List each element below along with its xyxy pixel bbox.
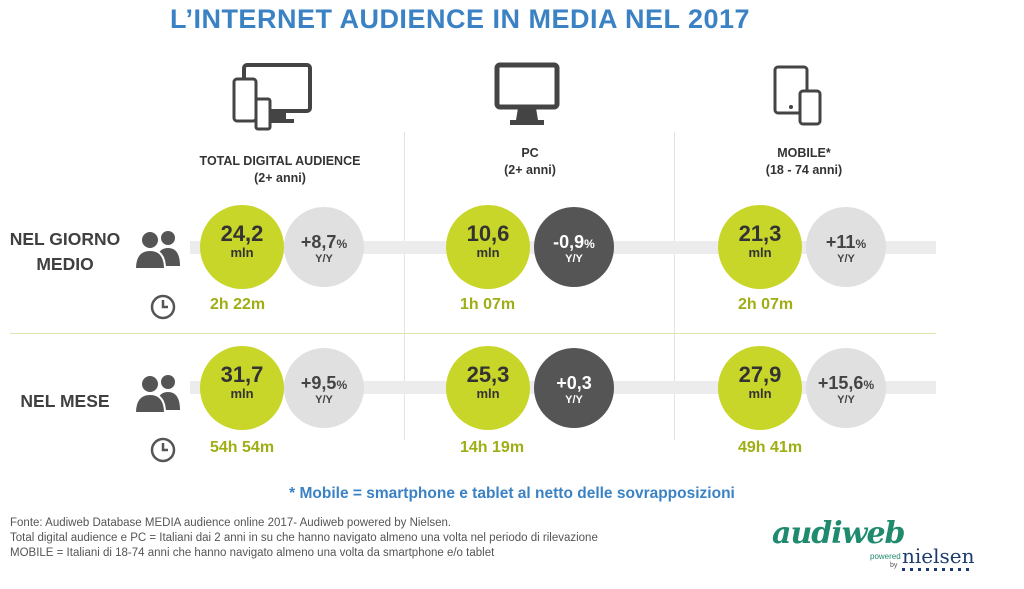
column-subtitle: (18 - 74 anni) xyxy=(765,163,843,177)
yoy-change: +9,5 xyxy=(300,373,337,393)
column-header-total: TOTAL DIGITAL AUDIENCE (2+ anni) xyxy=(170,153,390,187)
logo-partner: nielsen xyxy=(902,544,975,568)
audience-value-circle: 21,3 mln xyxy=(718,205,802,289)
clock-icon xyxy=(150,294,176,320)
logo-brand: audiweb xyxy=(772,516,906,551)
audience-unit: mln xyxy=(230,245,254,260)
yoy-change-circle: +9,5% Y/Y xyxy=(284,348,364,428)
yoy-label: Y/Y xyxy=(565,394,583,406)
clock-icon xyxy=(150,437,176,463)
yoy-percent-sign: % xyxy=(336,237,348,251)
row-label-line: NEL GIORNO xyxy=(9,229,121,249)
footer-line: MOBILE = Italiani di 18-74 anni che hann… xyxy=(10,547,495,559)
audience-value-circle: 25,3 mln xyxy=(446,346,530,430)
column-header-pc: PC (2+ anni) xyxy=(420,145,640,179)
time-spent: 2h 07m xyxy=(738,296,794,313)
audience-unit: mln xyxy=(230,386,254,401)
time-spent: 14h 19m xyxy=(460,439,525,456)
audience-value: 24,2 xyxy=(220,221,264,246)
column-title: PC xyxy=(521,146,539,160)
yoy-label: Y/Y xyxy=(565,253,583,265)
logo-by: by xyxy=(890,562,898,569)
yoy-percent-sign: % xyxy=(855,237,867,251)
logo-powered: powered xyxy=(870,552,901,561)
column-subtitle: (2+ anni) xyxy=(254,171,306,185)
column-title: TOTAL DIGITAL AUDIENCE xyxy=(199,154,361,168)
audience-unit: mln xyxy=(748,245,772,260)
yoy-change-circle: -0,9% Y/Y xyxy=(534,207,614,287)
column-subtitle: (2+ anni) xyxy=(504,163,556,177)
audience-value: 31,7 xyxy=(220,362,264,387)
yoy-change: +0,3 xyxy=(556,373,592,393)
audience-value-circle: 10,6 mln xyxy=(446,205,530,289)
audiweb-logo: audiweb powered by nielsen xyxy=(772,516,982,576)
mobile-footnote: * Mobile = smartphone e tablet al netto … xyxy=(289,485,735,502)
column-divider xyxy=(674,132,675,440)
yoy-change: +11 xyxy=(825,232,856,252)
source-footer: Fonte: Audiweb Database MEDIA audience o… xyxy=(10,516,598,561)
row-label-monthly: NEL MESE xyxy=(0,389,130,414)
yoy-change-circle: +0,3 Y/Y xyxy=(534,348,614,428)
column-divider xyxy=(404,132,405,440)
row-label-line: NEL MESE xyxy=(20,391,110,411)
page-title: L’INTERNET AUDIENCE IN MEDIA NEL 2017 xyxy=(169,4,751,34)
yoy-change: -0,9 xyxy=(553,232,585,252)
audience-value-circle: 24,2 mln xyxy=(200,205,284,289)
time-spent: 49h 41m xyxy=(738,439,803,456)
footer-line: Total digital audience e PC = Italiani d… xyxy=(10,532,598,544)
yoy-change-circle: +8,7% Y/Y xyxy=(284,207,364,287)
yoy-label: Y/Y xyxy=(315,253,333,265)
column-header-mobile: MOBILE* (18 - 74 anni) xyxy=(694,145,914,179)
row-label-daily: NEL GIORNO MEDIO xyxy=(0,227,130,277)
column-title: MOBILE* xyxy=(777,146,831,160)
audience-unit: mln xyxy=(476,245,500,260)
logo-dots xyxy=(902,568,972,571)
audience-value: 21,3 xyxy=(738,221,782,246)
audience-unit: mln xyxy=(476,386,500,401)
audience-value-circle: 27,9 mln xyxy=(718,346,802,430)
audience-value-circle: 31,7 mln xyxy=(200,346,284,430)
time-spent: 54h 54m xyxy=(210,439,275,456)
yoy-change: +15,6 xyxy=(817,373,864,393)
time-spent: 1h 07m xyxy=(460,296,516,313)
yoy-label: Y/Y xyxy=(837,394,855,406)
time-spent: 2h 22m xyxy=(210,296,266,313)
audience-value: 10,6 xyxy=(466,221,510,246)
multi-device-icon xyxy=(232,63,312,131)
people-icon xyxy=(134,230,180,270)
people-icon xyxy=(134,374,180,414)
yoy-percent-sign: % xyxy=(584,237,595,251)
audience-value: 27,9 xyxy=(738,362,782,387)
yoy-label: Y/Y xyxy=(315,394,333,406)
row-divider xyxy=(10,333,936,334)
monitor-icon xyxy=(494,62,560,125)
mobile-devices-icon xyxy=(773,65,822,126)
audience-unit: mln xyxy=(748,386,772,401)
row-label-line: MEDIO xyxy=(36,254,94,274)
audience-value: 25,3 xyxy=(466,362,510,387)
yoy-change-circle: +11% Y/Y xyxy=(806,207,886,287)
yoy-change: +8,7 xyxy=(300,232,337,252)
footer-line: Fonte: Audiweb Database MEDIA audience o… xyxy=(10,517,452,529)
yoy-change-circle: +15,6% Y/Y xyxy=(806,348,886,428)
yoy-label: Y/Y xyxy=(837,253,855,265)
yoy-percent-sign: % xyxy=(863,378,875,392)
yoy-percent-sign: % xyxy=(336,378,348,392)
